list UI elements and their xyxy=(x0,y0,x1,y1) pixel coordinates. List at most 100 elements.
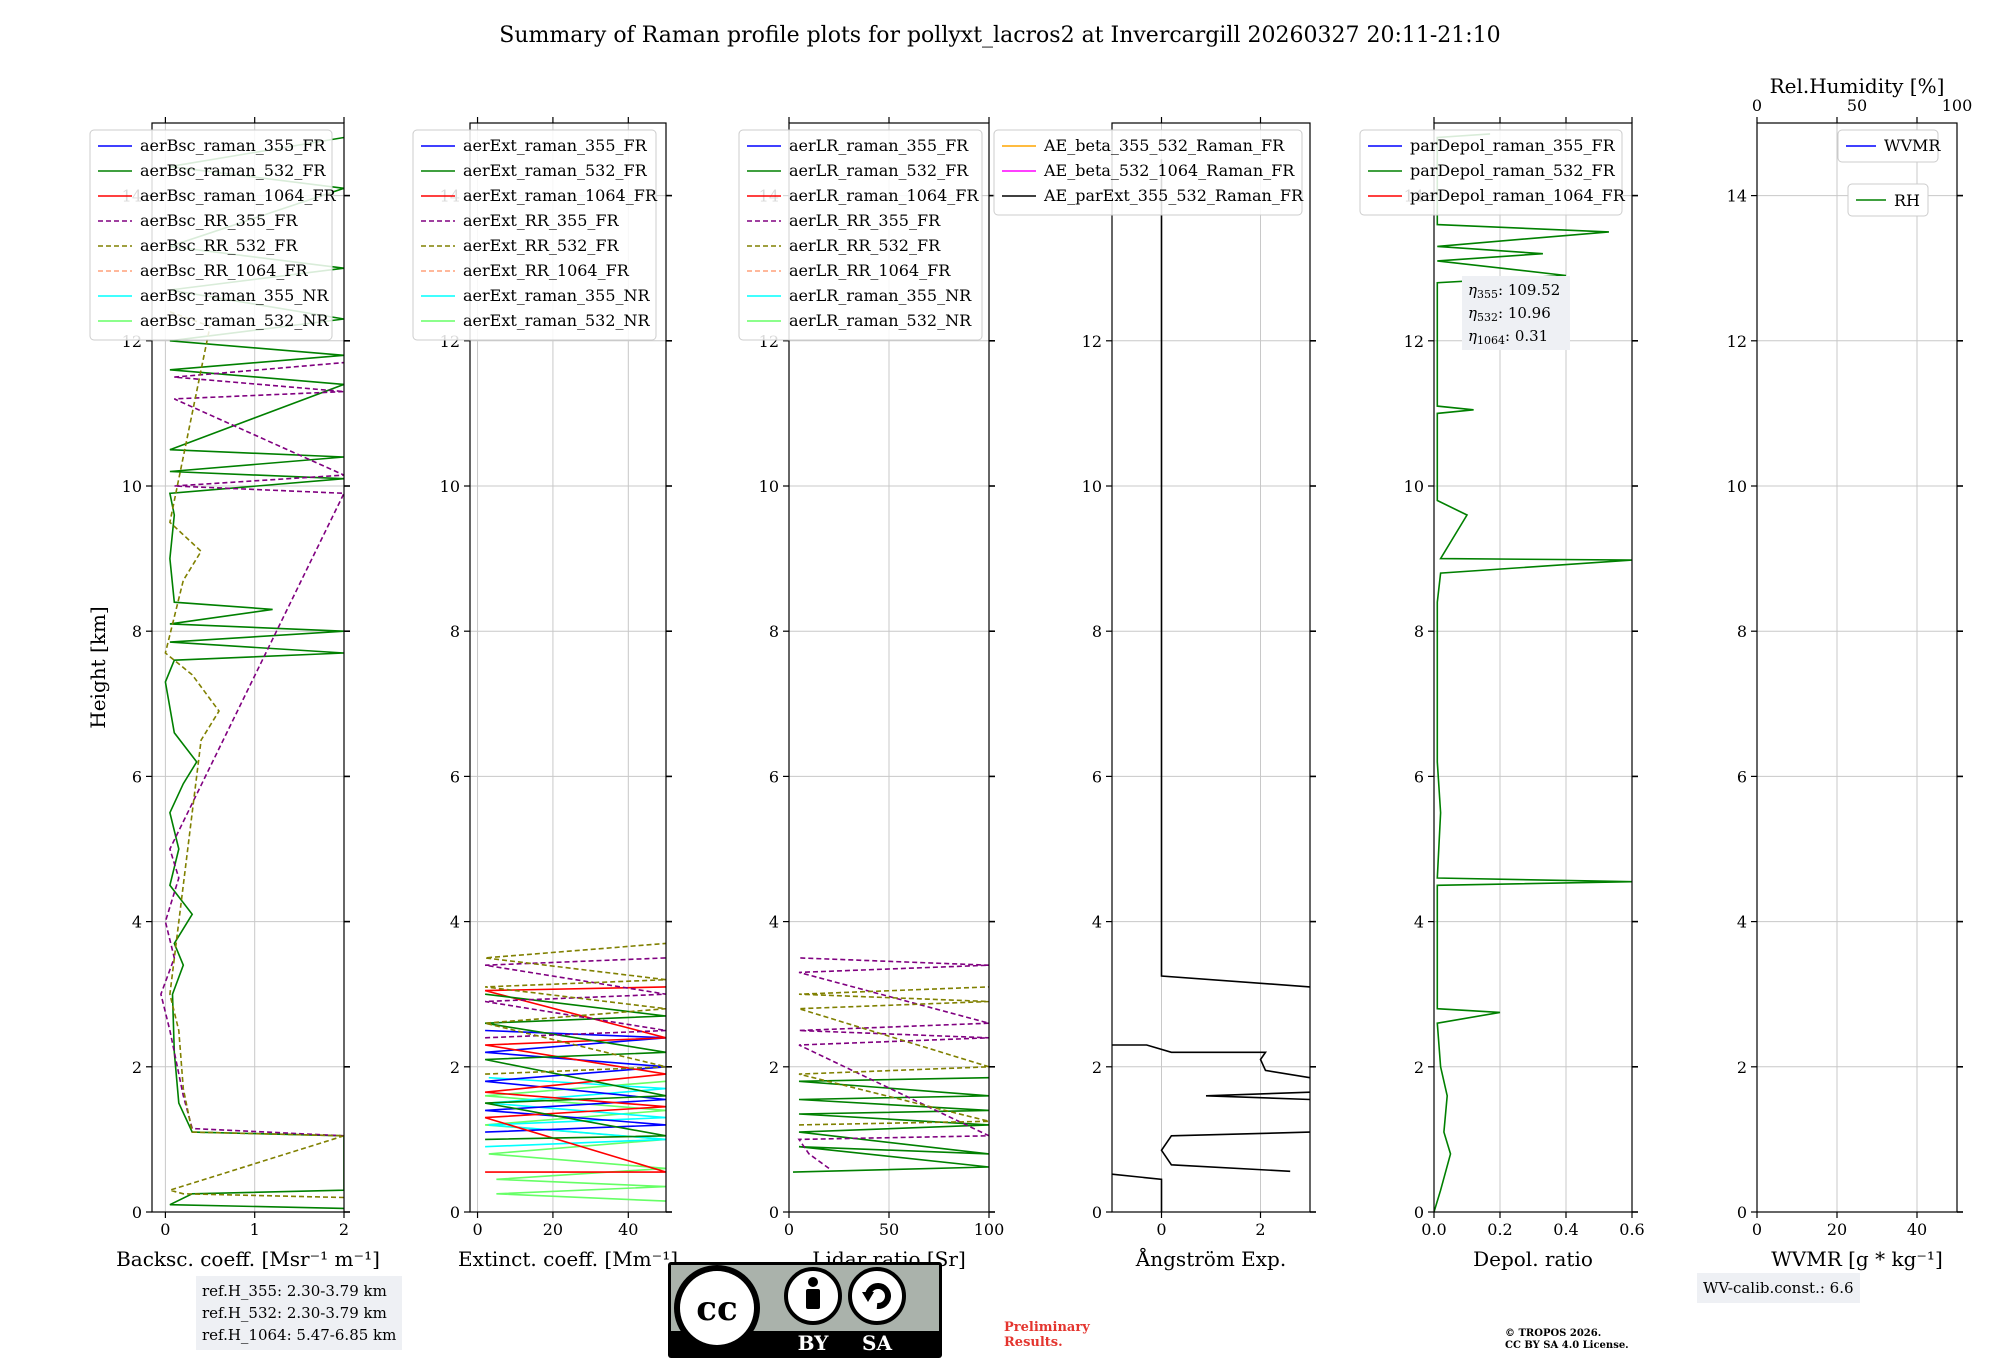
y-tick-label: 8 xyxy=(132,622,142,641)
x-axis-label: Backsc. coeff. [Msr⁻¹ m⁻¹] xyxy=(116,1247,380,1271)
x-axis-label: Ångström Exp. xyxy=(1135,1246,1286,1271)
y-tick-label: 8 xyxy=(1092,622,1102,641)
ref-height-1064: ref.H_1064: 5.47-6.85 km xyxy=(202,1326,397,1344)
y-tick-label: 8 xyxy=(450,622,460,641)
y-tick-label: 0 xyxy=(1414,1203,1424,1222)
eta-value: η1064: 0.31 xyxy=(1468,327,1548,347)
y-axis-label: Height [km] xyxy=(86,606,110,728)
copyright-line2: CC BY SA 4.0 License. xyxy=(1505,1340,1629,1351)
x-tick-label: 50 xyxy=(879,1220,899,1239)
y-tick-label: 8 xyxy=(1737,622,1747,641)
y-tick-label: 2 xyxy=(769,1058,779,1077)
panel-6: 0 20 40 0 2 4 6 8 10 12 14 WVMR [g * kg⁻¹] 0 50 100Rel… xyxy=(1727,74,1973,1271)
series-line-AE_parExt_355_532_Raman_FR_c xyxy=(1205,1091,1310,1101)
y-tick-label: 10 xyxy=(440,477,460,496)
y-tick-label: 4 xyxy=(1414,913,1424,932)
cc-mark: cc xyxy=(696,1289,737,1329)
series-line-aerLR_raman_532_FR xyxy=(792,1076,989,1173)
by-mark: BY xyxy=(798,1331,830,1355)
cc-by-sa-logo: cc BY SA xyxy=(668,1262,942,1358)
y-tick-label: 10 xyxy=(1082,477,1102,496)
y-tick-label: 4 xyxy=(1092,913,1102,932)
eta-annotation: η355: 109.52 η532: 10.96 η1064: 0.31 xyxy=(1462,276,1570,350)
x2-axis-label: Rel.Humidity [%] xyxy=(1770,74,1945,98)
preliminary-note: Preliminary Results. xyxy=(1004,1320,1090,1350)
legend-label: aerExt_raman_1064_FR xyxy=(463,186,658,205)
y-tick-label: 4 xyxy=(1737,913,1747,932)
y-tick-label: 10 xyxy=(122,477,142,496)
legend-label: aerBsc_RR_1064_FR xyxy=(140,261,309,280)
copyright-line1: © TROPOS 2026. xyxy=(1505,1328,1602,1339)
x-tick-label: 100 xyxy=(974,1220,1005,1239)
x-tick-label: 20 xyxy=(543,1220,563,1239)
y-tick-label: 2 xyxy=(1414,1058,1424,1077)
annotation-box xyxy=(1462,276,1570,350)
legend-label: aerExt_raman_532_FR xyxy=(463,161,648,180)
series-group xyxy=(160,136,344,1210)
legend-label: aerExt_raman_355_FR xyxy=(463,136,648,155)
legend: aerExt_raman_355_FR aerExt_raman_532_FRae… xyxy=(412,129,658,341)
axes-frame xyxy=(469,122,667,1213)
x-tick-label: 0.2 xyxy=(1487,1220,1512,1239)
series-line-aerLR_RR_355_FR xyxy=(797,957,989,1170)
y-tick-label: 12 xyxy=(1727,332,1747,351)
y-tick-label: 10 xyxy=(1404,477,1424,496)
legend-label: aerBsc_raman_532_NR xyxy=(140,311,329,330)
legend-box xyxy=(738,129,983,341)
series-line-aerExt_raman_532_NR xyxy=(485,1080,666,1202)
legend-label: aerBsc_raman_532_FR xyxy=(140,161,326,180)
legend-label: aerBsc_RR_355_FR xyxy=(140,211,298,230)
legend-label: aerBsc_RR_532_FR xyxy=(140,236,298,255)
legend-label: aerLR_raman_1064_FR xyxy=(789,186,979,205)
x2-tick-label: 0 xyxy=(1752,96,1762,115)
preliminary-line2: Results. xyxy=(1004,1335,1063,1350)
copyright-note: © TROPOS 2026. CC BY SA 4.0 License. xyxy=(1505,1328,1629,1352)
y-tick-label: 12 xyxy=(1082,332,1102,351)
y-tick-label: 6 xyxy=(769,767,779,786)
legend-label: aerExt_raman_355_NR xyxy=(463,286,651,305)
legend-label: aerLR_raman_355_FR xyxy=(789,136,969,155)
legend: AE_beta_355_532_Raman_FR AE_beta_532_1064… xyxy=(993,129,1304,216)
y-tick-label: 6 xyxy=(132,767,142,786)
panel-2: 0204002468101214Extinct. coeff. [Mm⁻¹]ae… xyxy=(412,117,678,1271)
legend: aerLR_raman_355_FR aerLR_raman_532_FR aerL… xyxy=(738,129,983,341)
legend-label: parDepol_raman_532_FR xyxy=(1410,161,1616,180)
y-tick-label: 2 xyxy=(1737,1058,1747,1077)
legend-label: aerLR_raman_532_NR xyxy=(789,311,972,330)
panel-4: 0 2 0 2 4 6 8 10 12 Ångström Exp. AE_beta_355_532_… xyxy=(993,117,1316,1271)
y-tick-label: 8 xyxy=(1414,622,1424,641)
x2-tick-label: 100 xyxy=(1942,96,1973,115)
legend-label: parDepol_raman_355_FR xyxy=(1410,136,1616,155)
series-line-AE_parExt_355_532_Raman_FR_b xyxy=(1160,1131,1310,1173)
preliminary-line1: Preliminary xyxy=(1004,1320,1090,1335)
x-tick-label: 0.0 xyxy=(1421,1220,1446,1239)
legend-box xyxy=(993,129,1303,216)
y-tick-label: 4 xyxy=(450,913,460,932)
x-tick-label: 40 xyxy=(1907,1220,1927,1239)
series-line-aerBsc_RR_355_FR xyxy=(160,361,344,1137)
panel-5: 0.00.20.40.602468101214Depol. ratioparDe… xyxy=(1359,117,1645,1271)
wv-calib-box: WV-calib.const.: 6.6 xyxy=(1697,1273,1860,1303)
y-tick-label: 14 xyxy=(1727,187,1747,206)
legend-label: aerLR_RR_1064_FR xyxy=(789,261,951,280)
y-tick-label: 2 xyxy=(1092,1058,1102,1077)
legend-label: WVMR xyxy=(1884,136,1941,155)
y-tick-label: 8 xyxy=(769,622,779,641)
series-line-aerBsc_RR_532_FR xyxy=(164,311,344,1199)
y-tick-label: 12 xyxy=(1404,332,1424,351)
sa-mark: SA xyxy=(862,1331,892,1355)
x-axis-label: WVMR [g * kg⁻¹] xyxy=(1771,1247,1943,1271)
panel-3: 05010002468101214Lidar ratio [Sr]aerLR_r… xyxy=(738,117,1005,1271)
axes-frame xyxy=(1433,122,1633,1213)
eta-value: η532: 10.96 xyxy=(1468,304,1551,324)
legend-label: aerBsc_raman_355_NR xyxy=(140,286,329,305)
x-tick-label: 0.4 xyxy=(1553,1220,1578,1239)
legend: parDepol_raman_355_FR parDepol_raman_532_… xyxy=(1359,129,1626,216)
y-tick-label: 0 xyxy=(1737,1203,1747,1222)
x-tick-label: 40 xyxy=(618,1220,638,1239)
legend-label: aerBsc_raman_355_FR xyxy=(140,136,326,155)
x-tick-label: 0.6 xyxy=(1619,1220,1644,1239)
legend-label: aerLR_raman_532_FR xyxy=(789,161,969,180)
legend-box xyxy=(1837,129,1939,163)
